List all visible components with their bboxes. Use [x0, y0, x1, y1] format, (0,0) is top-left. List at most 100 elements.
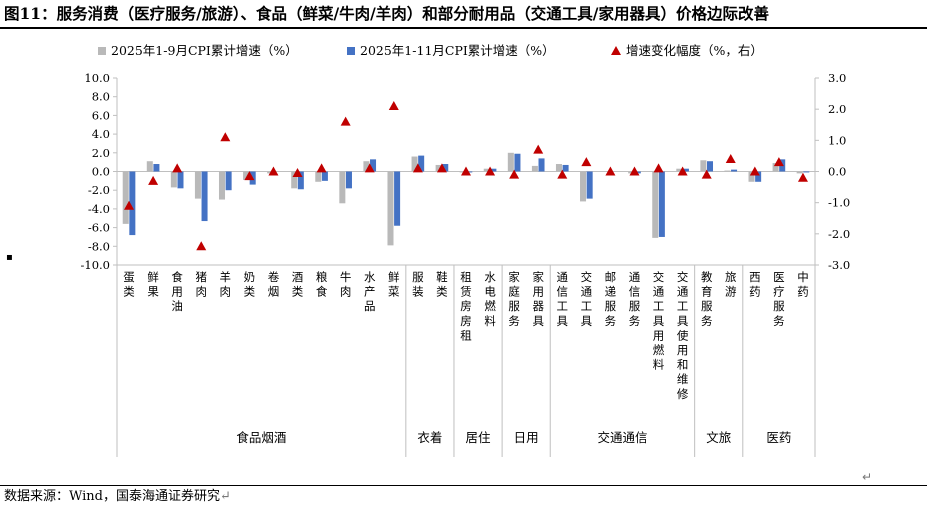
- marker-series3: [148, 175, 159, 185]
- category-label: 鲜果: [147, 270, 159, 299]
- left-tick-label: 2.0: [92, 146, 110, 160]
- category-label: 家庭服务: [508, 270, 520, 328]
- bar-series1: [218, 171, 226, 200]
- left-tick-label: -4.0: [88, 202, 110, 216]
- bar-series1: [483, 168, 490, 172]
- legend-label-series2: 2025年1-11月CPI累计增速（%）: [360, 43, 555, 58]
- figure-title: 图11：服务消费（医疗服务/旅游）、食品（鲜菜/牛肉/羊肉）和部分耐用品（交通工…: [4, 4, 769, 23]
- category-label: 家用器具: [532, 270, 544, 328]
- bar-series1: [122, 171, 129, 224]
- bar-series2: [658, 171, 665, 237]
- marker-series3: [268, 166, 279, 176]
- bottom-rule: [0, 485, 927, 486]
- left-tick-label: 6.0: [92, 108, 110, 122]
- bar-series1: [339, 171, 346, 204]
- bar-series2: [490, 168, 497, 172]
- category-label: 交通工具: [581, 270, 593, 328]
- bar-series2: [225, 171, 232, 191]
- group-label: 日用: [514, 430, 539, 445]
- group-label: 医药: [766, 430, 791, 445]
- marker-series3: [316, 163, 327, 173]
- category-label: 粮食: [316, 270, 328, 299]
- marker-series3: [244, 171, 255, 181]
- bar-series2: [129, 171, 136, 236]
- bar-series1: [652, 171, 659, 238]
- left-tick-label: 10.0: [84, 71, 110, 85]
- category-label: 牛肉: [340, 270, 352, 299]
- right-tick-label: 0.0: [828, 165, 846, 179]
- category-label: 水产品: [364, 270, 376, 313]
- marker-series3: [557, 169, 568, 179]
- category-label: 蛋类: [123, 270, 135, 299]
- right-tick-label: 3.0: [828, 71, 846, 85]
- bar-series1: [796, 171, 803, 174]
- marker-series3: [364, 163, 375, 173]
- bar-series1: [146, 161, 153, 172]
- category-label: 通信工具: [557, 270, 569, 328]
- bar-series2: [321, 171, 328, 181]
- marker-series3: [701, 169, 712, 179]
- marker-series3: [797, 172, 808, 182]
- category-label: 羊肉: [220, 270, 232, 299]
- bar-series1: [507, 152, 514, 172]
- category-label: 交通工具使用和维修: [677, 270, 689, 401]
- bar-series2: [201, 171, 208, 222]
- legend-label-series3: 增速变化幅度（%，右）: [626, 43, 763, 58]
- chart-canvas: 2025年1-9月CPI累计增速（%） 2025年1-11月CPI累计增速（%）…: [81, 43, 850, 457]
- group-label: 居住: [466, 430, 492, 445]
- right-tick-label: 1.0: [828, 133, 846, 147]
- bar-series2: [345, 171, 352, 189]
- bar-series1: [243, 171, 250, 180]
- source-text: 数据来源：Wind，国泰海通证券研究: [4, 489, 220, 504]
- bar-series1: [555, 164, 562, 172]
- category-label: 鞋类: [436, 270, 448, 299]
- bar-series1: [724, 170, 731, 172]
- category-label: 服装: [412, 270, 424, 299]
- marker-series3: [773, 157, 784, 167]
- bar-series2: [706, 161, 714, 172]
- marker-series3: [436, 163, 447, 173]
- category-label: 猪肉: [195, 270, 207, 299]
- category-label: 卷烟: [268, 270, 280, 299]
- bar-series2: [153, 164, 160, 172]
- category-label: 租赁房房租: [460, 270, 472, 342]
- left-tick-label: -10.0: [81, 258, 111, 272]
- marker-series3: [605, 166, 616, 176]
- category-labels: 蛋类鲜果食用油猪肉羊肉奶类卷烟酒类粮食牛肉水产品鲜菜服装鞋类租赁房房租水电燃料家…: [123, 270, 808, 445]
- bar-series2: [297, 171, 304, 190]
- bar-series1: [170, 171, 177, 188]
- category-label: 水电燃料: [484, 270, 496, 328]
- group-label: 文旅: [706, 430, 731, 445]
- category-label: 旅游: [725, 270, 737, 299]
- marker-series3: [533, 144, 544, 154]
- category-label: 交通工具用燃料: [653, 270, 665, 372]
- bar-series1: [387, 171, 394, 246]
- left-tick-label: -2.0: [88, 183, 110, 197]
- left-tick-label: -8.0: [88, 239, 110, 253]
- bar-series2: [442, 164, 449, 172]
- category-label: 奶类: [244, 270, 256, 299]
- bar-series1: [772, 163, 779, 172]
- bar-series2: [634, 171, 641, 174]
- marker-series3: [292, 168, 303, 178]
- bar-series1: [748, 171, 755, 182]
- category-label: 食用油: [171, 270, 183, 313]
- right-tick-label: -2.0: [828, 227, 850, 241]
- legend-swatch-series1: [98, 47, 106, 55]
- right-tick-label: -3.0: [828, 258, 850, 272]
- marker-series3: [581, 157, 592, 167]
- bullet-mark: ▪: [6, 252, 13, 263]
- category-label: 鲜菜: [388, 270, 400, 299]
- marker-series3: [485, 166, 496, 176]
- bar-series2: [418, 155, 425, 172]
- bar-series2: [466, 171, 473, 173]
- category-label: 西药: [749, 270, 761, 299]
- bar-series1: [315, 171, 322, 182]
- category-label: 教育服务: [701, 270, 713, 328]
- marker-series3: [509, 169, 520, 179]
- left-tick-label: 0.0: [92, 165, 110, 179]
- legend-swatch-series2: [347, 47, 355, 55]
- bar-series2: [562, 164, 569, 172]
- bar-series1: [676, 168, 683, 172]
- source-return-mark: ↵: [220, 489, 231, 504]
